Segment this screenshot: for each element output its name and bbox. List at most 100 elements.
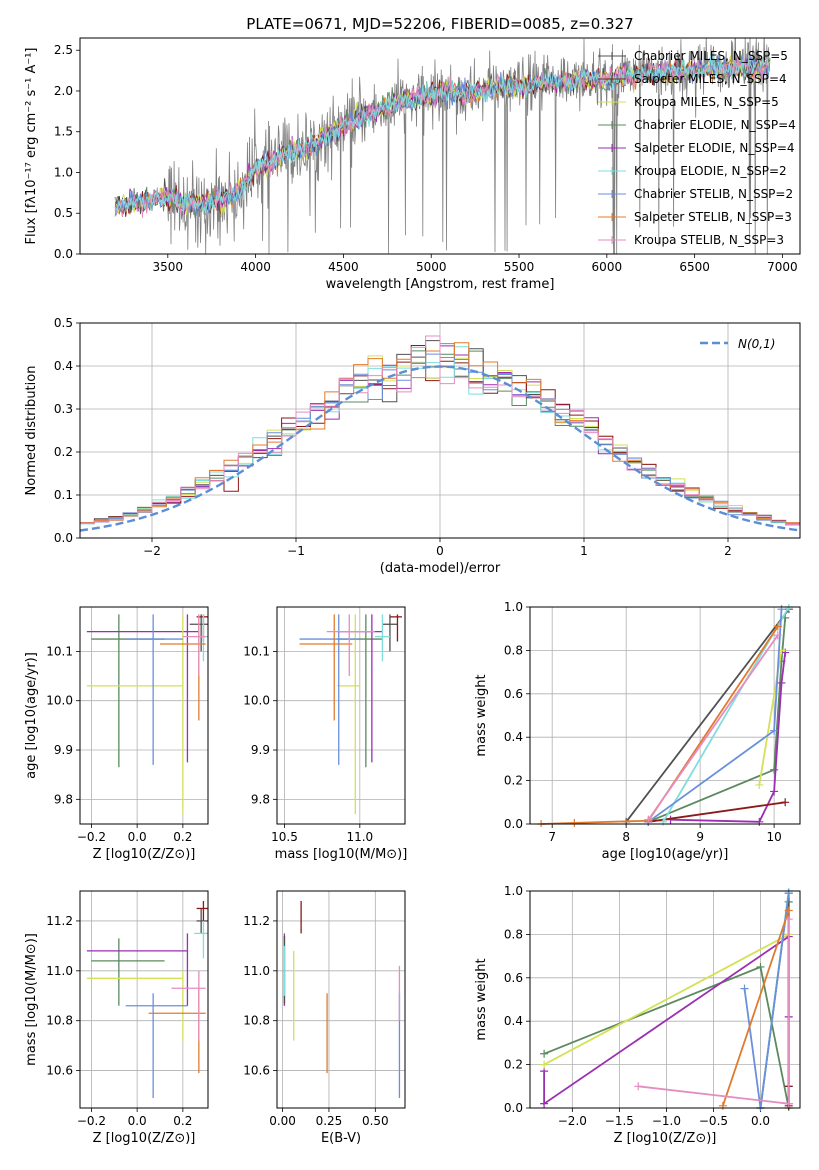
y-axis-label: age [log10(age/yr)] bbox=[24, 652, 39, 779]
y-tick-label: 9.8 bbox=[251, 792, 270, 806]
weight-marker bbox=[777, 678, 786, 687]
chart-title: PLATE=0671, MJD=52206, FIBERID=0085, z=0… bbox=[246, 15, 633, 33]
y-tick-label: 10.1 bbox=[243, 644, 270, 658]
x-tick-label: −0.5 bbox=[699, 1114, 728, 1128]
weight-marker bbox=[781, 798, 790, 807]
y-tick-label: 0.4 bbox=[504, 730, 523, 744]
weight-marker bbox=[777, 605, 786, 614]
x-tick-label: 4000 bbox=[240, 260, 271, 274]
y-axis-label: mass weight bbox=[474, 674, 489, 756]
axes-frame bbox=[79, 890, 209, 1109]
scatter-area bbox=[86, 614, 208, 815]
x-tick-label: 0.25 bbox=[316, 1114, 343, 1128]
legend-label: Chabrier ELODIE, N_SSP=4 bbox=[634, 118, 796, 132]
weight-marker bbox=[718, 1101, 727, 1110]
x-tick-label: 0.0 bbox=[128, 1114, 147, 1128]
weight-marker bbox=[540, 1060, 549, 1069]
weight-area bbox=[540, 888, 793, 1111]
x-tick-label: 0 bbox=[436, 544, 444, 558]
x-tick-label: 7000 bbox=[767, 260, 798, 274]
y-tick-label: 10.6 bbox=[46, 1064, 73, 1078]
weight-marker bbox=[740, 984, 749, 993]
axes-frame bbox=[276, 890, 406, 1109]
legend-label: Salpeter MILES, N_SSP=4 bbox=[634, 72, 787, 86]
x-tick-label: 6500 bbox=[679, 260, 710, 274]
y-tick-label: 9.8 bbox=[54, 792, 73, 806]
weight-marker bbox=[773, 622, 782, 631]
x-tick-label: 5000 bbox=[416, 260, 447, 274]
histogram-area bbox=[80, 335, 800, 532]
y-tick-label: 0.2 bbox=[54, 445, 73, 459]
x-tick-label: 6000 bbox=[592, 260, 623, 274]
weight-marker bbox=[634, 1082, 643, 1091]
y-tick-label: 1.0 bbox=[504, 884, 523, 898]
x-tick-label: 9 bbox=[696, 830, 704, 844]
x-tick-label: −1.5 bbox=[605, 1114, 634, 1128]
y-tick-label: 0.8 bbox=[504, 927, 523, 941]
weight-marker bbox=[784, 915, 793, 924]
axes-frame bbox=[79, 606, 209, 825]
weight-area bbox=[537, 604, 793, 827]
weight-marker bbox=[540, 1099, 549, 1108]
x-tick-label: −1.0 bbox=[652, 1114, 681, 1128]
x-axis-label: age [log10(age/yr)] bbox=[602, 847, 729, 862]
axes-frame bbox=[529, 890, 801, 1109]
x-tick-label: −0.2 bbox=[77, 830, 106, 844]
y-tick-label: 10.6 bbox=[243, 1064, 270, 1078]
y-axis-label: mass [log10(M/M⊙)] bbox=[24, 933, 39, 1066]
y-tick-label: 0.6 bbox=[504, 687, 523, 701]
x-tick-label: 11.0 bbox=[346, 830, 373, 844]
legend-label: Salpeter STELIB, N_SSP=3 bbox=[634, 210, 792, 224]
y-tick-label: 10.0 bbox=[46, 694, 73, 708]
x-axis-label: Z [log10(Z/Z⊙)] bbox=[614, 1131, 717, 1146]
weight-line-3 bbox=[625, 608, 790, 823]
y-tick-label: 0.2 bbox=[504, 1058, 523, 1072]
weight-line-8 bbox=[647, 634, 779, 821]
observed-spectrum bbox=[114, 38, 771, 254]
x-tick-label: 0.0 bbox=[751, 1114, 770, 1128]
y-tick-label: 1.5 bbox=[54, 125, 73, 139]
x-tick-label: 0.00 bbox=[269, 1114, 296, 1128]
legend-label: Chabrier STELIB, N_SSP=2 bbox=[634, 187, 793, 201]
x-tick-label: 0.50 bbox=[362, 1114, 389, 1128]
y-tick-label: 0.2 bbox=[504, 774, 523, 788]
weight-marker bbox=[784, 906, 793, 915]
y-tick-label: 11.0 bbox=[243, 964, 270, 978]
y-tick-label: 10.8 bbox=[46, 1014, 73, 1028]
x-tick-label: 10 bbox=[766, 830, 781, 844]
panel-weight_vs_age: 7 8 9 10 0.0 0.2 0.4 0.6 0.8 1.0 age [log10(age/yr… bbox=[474, 600, 801, 862]
x-axis-label: mass [log10(M/M⊙)] bbox=[275, 847, 408, 862]
y-axis-label: Flux [fλ10⁻¹⁷ erg cm⁻² s⁻¹ A⁻¹] bbox=[24, 48, 39, 245]
weight-marker bbox=[784, 889, 793, 898]
spectrum-plot-area bbox=[114, 38, 771, 254]
panel-age_vs_Z: −0.2 0.0 0.2 9.8 9.9 10.0 10.1 Z [log10(Z/Z⊙)] a… bbox=[24, 606, 209, 862]
y-tick-label: 9.9 bbox=[251, 743, 270, 757]
weight-marker bbox=[570, 818, 579, 827]
panel-weight_vs_Z: −2.0 −1.5 −1.0 −0.5 0.0 0.0 0.2 0.4 0.6 0.8 1.0 Z [… bbox=[474, 884, 801, 1146]
axes-frame bbox=[276, 606, 406, 825]
y-tick-label: 9.9 bbox=[54, 743, 73, 757]
x-tick-label: 3500 bbox=[153, 260, 184, 274]
y-tick-label: 0.5 bbox=[54, 206, 73, 220]
y-tick-label: 2.5 bbox=[54, 43, 73, 57]
weight-marker bbox=[755, 817, 764, 826]
weight-marker bbox=[755, 780, 764, 789]
x-axis-label: Z [log10(Z/Z⊙)] bbox=[93, 847, 196, 862]
scatter-area bbox=[299, 614, 402, 815]
y-tick-label: 10.1 bbox=[46, 644, 73, 658]
x-axis-label: E(B-V) bbox=[321, 1131, 361, 1146]
x-tick-label: 4500 bbox=[328, 260, 359, 274]
histogram-series-8 bbox=[80, 335, 800, 527]
weight-line-7 bbox=[541, 626, 779, 825]
x-tick-label: 0.2 bbox=[173, 830, 192, 844]
x-tick-label: 7 bbox=[548, 830, 556, 844]
legend-label: Kroupa STELIB, N_SSP=3 bbox=[634, 233, 784, 247]
model-spectrum-5 bbox=[114, 51, 770, 214]
weight-marker bbox=[770, 765, 779, 774]
x-tick-label: −1 bbox=[287, 544, 305, 558]
weight-line-7 bbox=[722, 910, 790, 1107]
y-tick-label: 0.6 bbox=[504, 971, 523, 985]
y-tick-label: 0.0 bbox=[54, 531, 73, 545]
legend-label: Kroupa MILES, N_SSP=5 bbox=[634, 95, 779, 109]
